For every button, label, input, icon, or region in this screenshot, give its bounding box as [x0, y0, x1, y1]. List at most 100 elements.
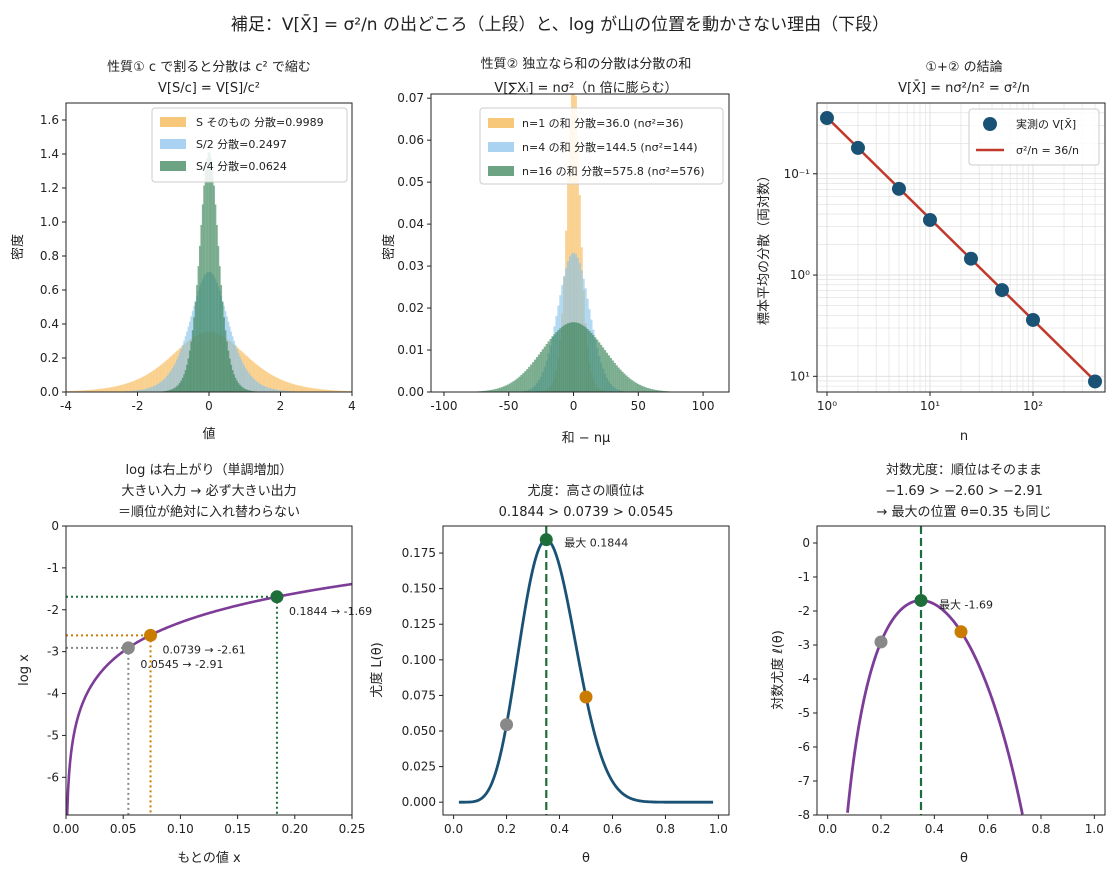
panel2-hist-bar-2 [600, 344, 603, 392]
panel1-hist-bar-0 [160, 364, 163, 392]
panel1-hist-bar-2 [217, 245, 220, 392]
panel1-hist-bar-0 [148, 372, 151, 392]
panel2-hist-bar-2 [662, 390, 665, 392]
panel1-hist-bar-1 [176, 359, 178, 392]
panel1-hist-bar-2 [191, 330, 194, 392]
panel1-hist-bar-1 [154, 385, 157, 392]
panel5-ytick-label: 0.175 [402, 546, 436, 560]
panel1-xtick-label: 0 [205, 399, 213, 413]
panel1-hist-bar-1 [148, 387, 151, 392]
panel1-hist-bar-0 [74, 390, 77, 392]
panel2-hist-bar-2 [514, 379, 517, 392]
panel3-theory-line [826, 116, 1096, 382]
panel2-ylabel: 密度 [381, 234, 397, 260]
panel1-hist-bar-2 [230, 364, 233, 392]
panel1-hist-bar-0 [143, 376, 145, 392]
panel-likelihood: 尤度：高さの順位は 0.1844 > 0.0739 > 0.0545 最大 0.… [369, 483, 730, 866]
panel1-hist-bar-0 [250, 359, 253, 392]
panel2-xlabel: 和 − nμ [562, 431, 611, 446]
panel5-ylabel: 尤度 L(θ) [369, 642, 385, 697]
panel1-hist-bar-0 [286, 381, 288, 392]
panel2-hist-bar-2 [567, 323, 570, 392]
panel1-hist-bar-1 [257, 382, 260, 392]
panel1-hist-bar-1 [240, 359, 243, 392]
panel5-ytick-label: 0.100 [402, 653, 436, 667]
panel5-ytick-label: 0.050 [402, 724, 436, 738]
panel3-title-line2: V[X̄] = nσ²/n² = σ²/n [898, 81, 1030, 96]
panel5-title-line2: 0.1844 > 0.0739 > 0.0545 [499, 505, 674, 520]
panel1-hist-bar-1 [243, 365, 245, 392]
panel2-hist-bar-2 [640, 385, 644, 392]
panel1-hist-bar-0 [117, 385, 120, 392]
panel1-hist-bar-1 [230, 331, 233, 392]
panel-sum-variance: 性質② 独立なら和の分散は分散の和 V[∑Xᵢ] = nσ²（n 倍に膨らむ） … [381, 57, 730, 446]
panel1-legend [151, 107, 348, 183]
panel5-ytick-label: 0.025 [402, 760, 436, 774]
panel1-hist-bar-1 [241, 362, 244, 392]
panel3-legend-label: 実測の V[X̄] [1016, 117, 1076, 131]
panel6-loglik-curve [846, 599, 1024, 815]
panel5-frame [442, 525, 730, 816]
panel1-hist-bar-2 [178, 382, 181, 392]
panel1-hist-bar-0 [77, 390, 80, 392]
panel2-hist-bar-2 [553, 334, 556, 392]
panel6-peak-label: 最大 -1.69 [939, 597, 993, 611]
panel1-hist-bar-2 [244, 389, 247, 392]
panel2-hist-bar-2 [495, 388, 498, 392]
panel1-hist-bar-0 [343, 390, 346, 392]
panel1-hist-bar-0 [151, 371, 154, 392]
panel1-hist-bar-2 [210, 158, 213, 392]
panel1-hist-bar-0 [297, 385, 300, 392]
panel4-xtick-label: 0.20 [281, 822, 308, 836]
panel2-hist-bar-2 [615, 365, 618, 392]
panel1-hist-bar-0 [116, 386, 118, 392]
panel4-ytick-label: -1 [47, 561, 59, 575]
panel2-hist-bar-0 [572, 94, 576, 392]
panel1-hist-bar-0 [299, 385, 301, 392]
panel2-hist-bar-2 [646, 387, 649, 392]
panel2-hist-bar-2 [644, 387, 647, 392]
panel1-hist-bar-1 [181, 345, 184, 392]
panel2-ytick-label: 0.04 [397, 217, 424, 231]
panel2-hist-bar-2 [638, 384, 642, 392]
panel2-hist-bar-2 [557, 330, 560, 392]
panel5-point [500, 718, 514, 732]
panel1-ytick-label: 0.6 [40, 283, 59, 297]
panel2-hist-bar-2 [534, 359, 537, 392]
panel2-hist-bar-2 [526, 368, 529, 392]
panel1-hist-bar-2 [250, 390, 253, 392]
panel1-hist-bar-0 [81, 390, 84, 392]
panel1-hist-bar-1 [163, 379, 165, 392]
panel1-ytick-label: 0.4 [40, 317, 59, 331]
panel1-hist-bar-1 [236, 349, 238, 392]
panel1-hist-bar-0 [339, 390, 341, 392]
panel1-hist-bar-1 [247, 372, 250, 392]
panel6-ytick-label: -1 [798, 570, 810, 584]
panel2-legend-swatch [488, 142, 514, 152]
panel1-hist-bar-1 [173, 365, 175, 392]
panel1-hist-bar-0 [73, 390, 75, 392]
panel1-hist-bar-2 [180, 380, 183, 392]
panel3-point [1088, 374, 1103, 389]
panel1-hist-bar-1 [147, 388, 150, 392]
panel1-hist-bar-0 [90, 389, 92, 392]
panel6-xtick-label: 0.0 [818, 822, 837, 836]
panel1-hist-bar-2 [211, 169, 214, 392]
panel1-hist-bar-0 [340, 390, 343, 392]
panel1-hist-bar-0 [327, 389, 330, 392]
panel1-hist-bar-1 [156, 384, 158, 392]
panel1-hist-bar-1 [280, 390, 283, 392]
panel4-frame [65, 525, 353, 816]
panel1-hist-bar-0 [309, 387, 311, 392]
panel1-legend-swatch [160, 161, 186, 171]
panel2-hist-bar-2 [532, 362, 535, 392]
panel1-hist-bar-0 [274, 376, 277, 392]
panel2-hist-bar-2 [502, 386, 506, 392]
panel1-hist-bar-0 [259, 366, 261, 392]
panel1-hist-bar-0 [326, 389, 328, 392]
panel3-ytick-label: 10⁰ [790, 268, 810, 282]
panel1-hist-bar-0 [87, 390, 90, 392]
panel6-xlabel: θ [960, 851, 968, 866]
panel2-hist-bar-2 [635, 382, 638, 392]
